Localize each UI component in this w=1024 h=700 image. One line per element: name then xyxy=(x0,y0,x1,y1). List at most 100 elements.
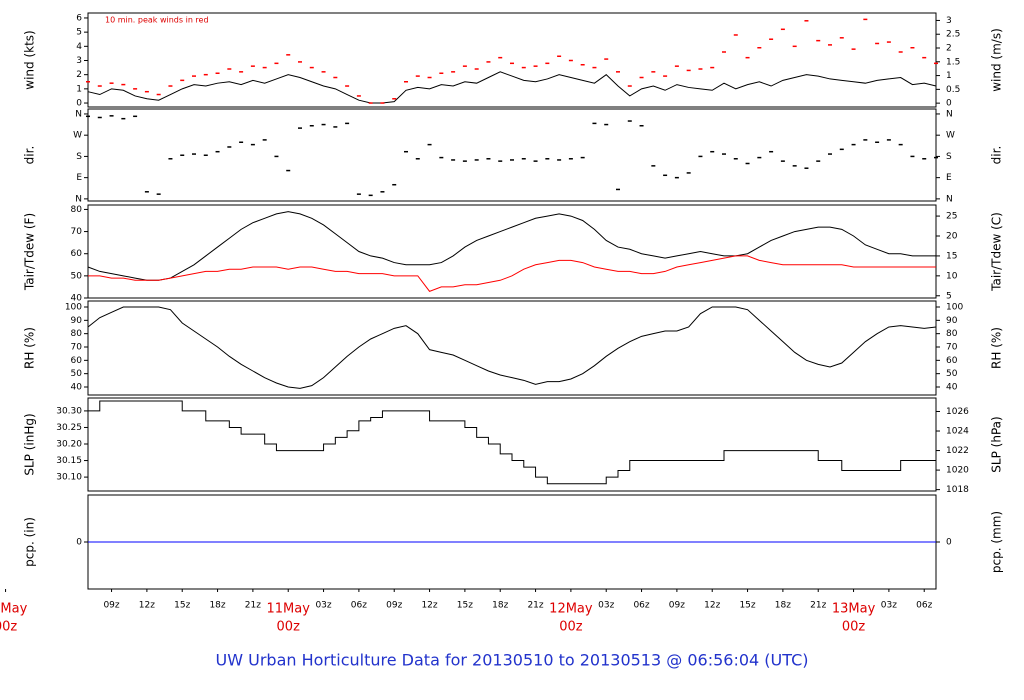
y2-tick-label: 10 xyxy=(946,271,958,281)
y-tick-label: W xyxy=(73,131,82,141)
y-tick-label: 90 xyxy=(71,316,83,326)
y2-tick-label: N xyxy=(946,194,953,204)
y-axis-label: Tair/Tdew (F) xyxy=(23,213,37,291)
x-tick-label: 18z xyxy=(775,601,791,611)
y2-tick-label: 50 xyxy=(946,369,958,379)
y2-tick-label: 1022 xyxy=(946,446,969,456)
y-axis-label: dir. xyxy=(23,146,37,165)
y-tick-label: 5 xyxy=(76,28,82,38)
y2-tick-label: 2 xyxy=(946,44,952,54)
y-axis-label: wind (kts) xyxy=(23,30,37,89)
y2-axis-label: SLP (hPa) xyxy=(990,416,1004,472)
y-tick-label: 70 xyxy=(71,227,83,237)
y2-tick-label: 20 xyxy=(946,232,958,242)
y2-tick-label: 100 xyxy=(946,303,963,313)
y2-axis-label: wind (m/s) xyxy=(990,28,1004,92)
y-tick-label: 80 xyxy=(71,329,83,339)
date-time-label: 00z xyxy=(277,620,301,635)
y2-tick-label: 5 xyxy=(946,291,952,301)
y-tick-label: 2 xyxy=(76,70,82,80)
y-tick-label: 60 xyxy=(71,249,83,259)
date-time-label: 00z xyxy=(559,620,583,635)
x-tick-label: 12z xyxy=(704,601,720,611)
y-axis-label: SLP (inHg) xyxy=(23,413,37,475)
date-time-label: 00z xyxy=(0,620,17,635)
data-line xyxy=(87,306,937,389)
y-tick-label: 30.15 xyxy=(56,456,82,466)
data-line xyxy=(87,211,936,281)
y-tick-label: 100 xyxy=(65,303,82,313)
data-line xyxy=(88,400,936,485)
x-tick-label: 09z xyxy=(669,601,685,611)
y2-tick-label: 3 xyxy=(946,16,952,26)
chart-title: UW Urban Horticulture Data for 20130510 … xyxy=(216,651,809,670)
x-tick-label: 03z xyxy=(315,601,331,611)
y2-tick-label: 2.5 xyxy=(946,30,960,40)
y2-tick-label: 70 xyxy=(946,343,958,353)
y2-tick-label: 1018 xyxy=(946,485,969,495)
y2-tick-label: 1.5 xyxy=(946,57,960,67)
y-tick-label: 0 xyxy=(76,99,82,109)
y-tick-label: 30.10 xyxy=(56,473,82,483)
y2-axis-label: RH (%) xyxy=(990,327,1004,369)
y-tick-label: 70 xyxy=(71,343,83,353)
y2-tick-label: S xyxy=(946,152,952,162)
y2-tick-label: W xyxy=(946,131,955,141)
y2-tick-label: 1024 xyxy=(946,427,969,437)
x-tick-label: 12z xyxy=(421,601,437,611)
y2-tick-label: 0 xyxy=(946,538,952,548)
y-tick-label: 6 xyxy=(76,13,82,23)
data-line xyxy=(87,71,937,104)
date-label: 10May xyxy=(0,602,28,617)
x-tick-label: 12z xyxy=(139,601,155,611)
data-line xyxy=(88,255,936,292)
x-tick-label: 18z xyxy=(209,601,225,611)
x-tick-label: 15z xyxy=(174,601,190,611)
y2-tick-label: 1020 xyxy=(946,466,969,476)
x-tick-label: 21z xyxy=(810,601,826,611)
panel-frame xyxy=(87,397,937,492)
y-tick-label: 50 xyxy=(71,369,83,379)
y2-axis-label: pcp. (mm) xyxy=(990,511,1004,573)
y-tick-label: 30.20 xyxy=(56,440,82,450)
y2-axis-label: Tair/Tdew (C) xyxy=(990,212,1004,292)
y2-axis-label: dir. xyxy=(990,146,1004,165)
y2-tick-label: 60 xyxy=(946,356,958,366)
date-time-label: 00z xyxy=(842,620,866,635)
x-tick-label: 09z xyxy=(103,601,119,611)
date-label: 13May xyxy=(832,602,876,617)
y-axis-label: pcp. (in) xyxy=(23,517,37,567)
y-tick-label: 3 xyxy=(76,56,82,66)
panel-frame xyxy=(87,204,937,299)
y2-tick-label: 1026 xyxy=(946,407,969,417)
x-tick-label: 03z xyxy=(881,601,897,611)
y-tick-label: E xyxy=(76,173,82,183)
y2-tick-label: 90 xyxy=(946,316,958,326)
y-tick-label: 4 xyxy=(76,42,82,52)
y2-tick-label: 25 xyxy=(946,212,957,222)
y2-tick-label: 0.5 xyxy=(946,85,960,95)
x-tick-label: 09z xyxy=(386,601,402,611)
annotation: 10 min. peak winds in red xyxy=(105,16,209,25)
y2-tick-label: E xyxy=(946,173,952,183)
y-tick-label: 60 xyxy=(71,356,83,366)
y-tick-label: 30.25 xyxy=(56,423,82,433)
y-tick-label: 30.30 xyxy=(56,406,82,416)
y-tick-label: 40 xyxy=(71,294,83,304)
x-tick-label: 18z xyxy=(492,601,508,611)
y-tick-label: N xyxy=(75,194,82,204)
x-tick-label: 06z xyxy=(351,601,367,611)
x-tick-label: 15z xyxy=(739,601,755,611)
y2-tick-label: 0 xyxy=(946,99,952,109)
x-tick-label: 06z xyxy=(633,601,649,611)
panel-frame xyxy=(87,12,937,108)
y2-tick-label: 1 xyxy=(946,71,952,81)
x-tick-label: 21z xyxy=(527,601,543,611)
y2-tick-label: N xyxy=(946,109,953,119)
y-tick-label: N xyxy=(75,109,82,119)
date-label: 11May xyxy=(267,602,311,617)
x-tick-label: 06z xyxy=(916,601,932,611)
y-tick-label: S xyxy=(76,152,82,162)
